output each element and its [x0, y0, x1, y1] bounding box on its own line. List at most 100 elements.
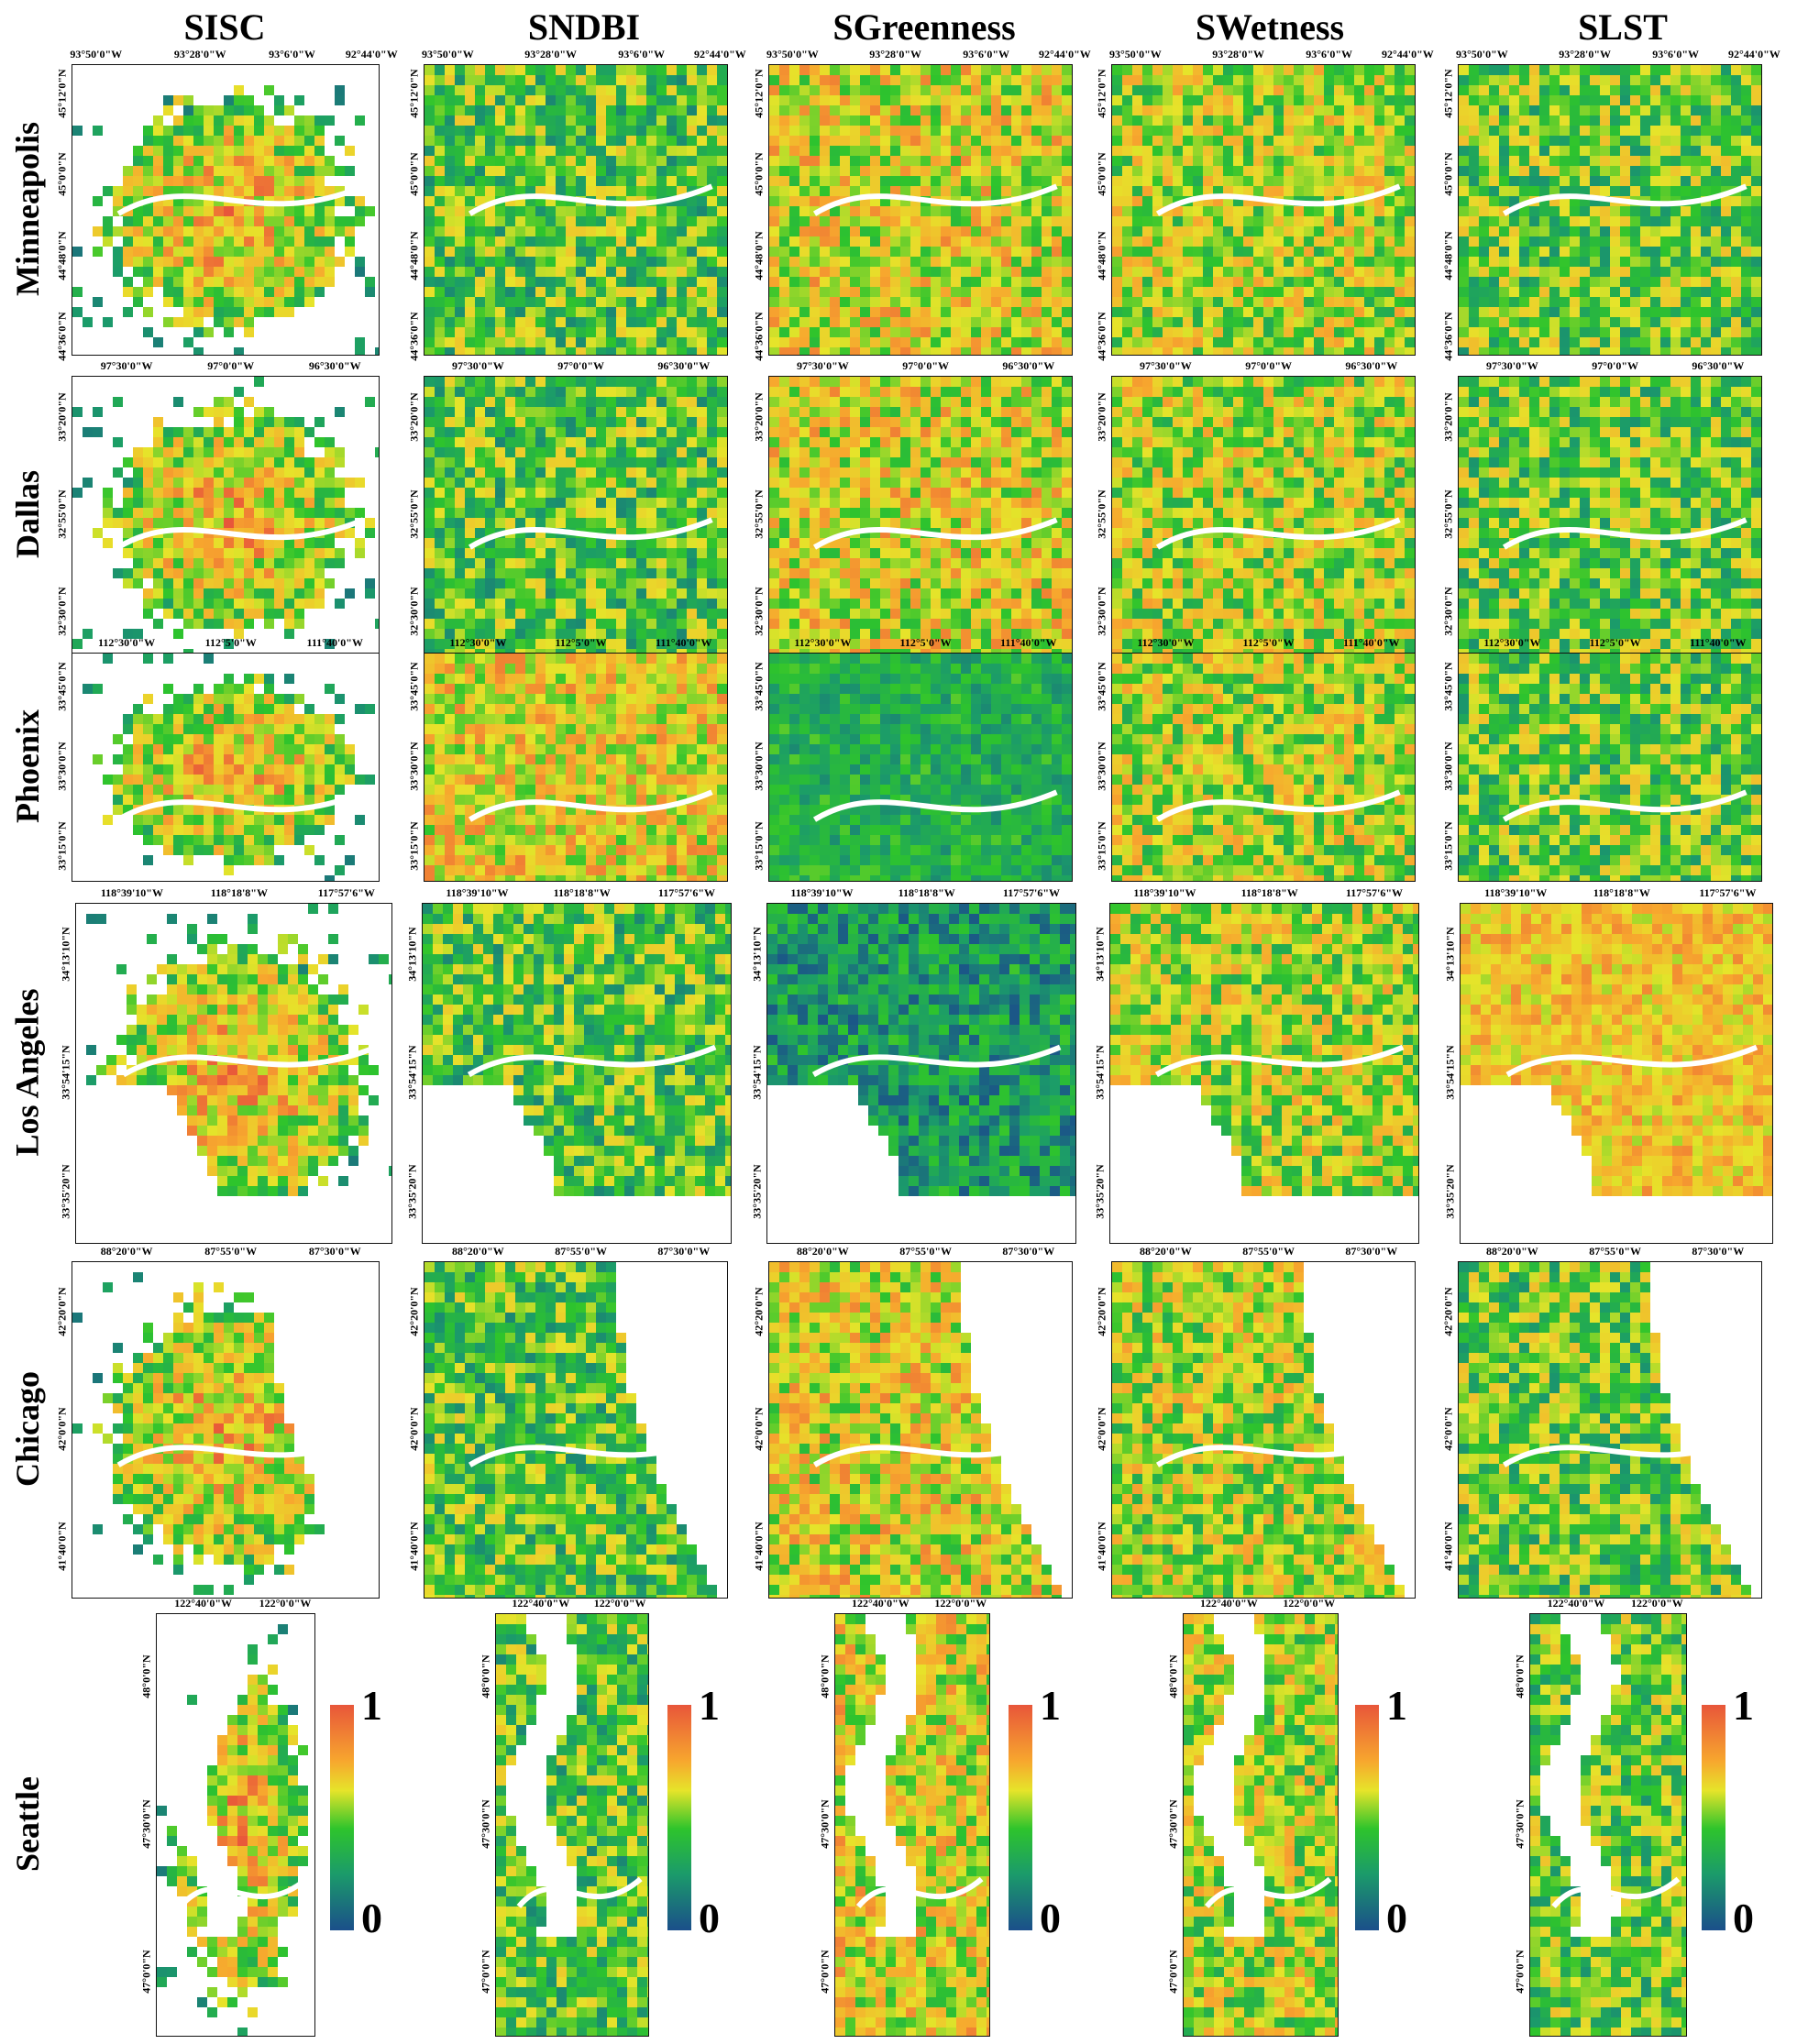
longitude-tick-label: 87°55'0"W	[555, 1245, 607, 1258]
raster-map	[72, 376, 380, 654]
raster-map	[424, 376, 728, 654]
legend-min-label: 0	[1040, 1894, 1061, 1942]
longitude-tick-label: 97°30'0"W	[797, 359, 849, 373]
latitude-tick-text: 34°13'10"N	[406, 927, 420, 981]
latitude-tick-text: 33°54'15"N	[406, 1045, 420, 1099]
map-panel-los-angeles-sisc: 118°39'10"W 118°18'8"W 117°57'6"W 34°13'10"…	[60, 886, 392, 1244]
raster-image	[1112, 65, 1415, 355]
map-panel-chicago-sgreenness: 88°20'0"W 87°55'0"W 87°30'0"W 42°20'0"N 42°0…	[753, 1245, 1073, 1599]
raster-image	[424, 1262, 717, 1598]
longitude-tick-label: 96°30'0"W	[309, 359, 361, 373]
raster-image	[424, 377, 727, 654]
longitude-tick-label: 96°30'0"W	[1345, 359, 1397, 373]
raster-map	[834, 1613, 990, 2037]
raster-map	[1111, 653, 1416, 882]
raster-map	[75, 903, 392, 1244]
raster-map	[768, 653, 1073, 882]
longitude-tick-label: 112°30'0"W	[1483, 636, 1540, 650]
river-line	[178, 1876, 309, 1908]
longitude-tick-label: 117°57'6"W	[658, 886, 715, 900]
river-line	[811, 1044, 1062, 1078]
longitude-tick-label: 88°20'0"W	[452, 1245, 504, 1258]
latitude-tick-text: 47°30'0"N	[1514, 1799, 1527, 1848]
latitude-tick-text: 44°36'0"N	[56, 312, 70, 360]
latitude-tick-text: 33°15'0"N	[1442, 821, 1456, 870]
latitude-tick-text: 33°35'20"N	[406, 1164, 420, 1218]
river-line	[1502, 1434, 1747, 1467]
latitude-tick-text: 33°15'0"N	[753, 821, 766, 870]
raster-map	[1109, 903, 1419, 1244]
raster-map	[156, 1613, 315, 2037]
longitude-tick-label: 118°18'8"W	[1241, 886, 1298, 900]
latitude-tick-text: 45°0'0"N	[1096, 152, 1109, 195]
longitude-tick-label: 122°0'0"W	[1631, 1597, 1683, 1610]
longitude-tick-label: 97°30'0"W	[101, 359, 153, 373]
river-line	[812, 1434, 1058, 1467]
longitude-tick-label: 97°0'0"W	[1245, 359, 1292, 373]
legend-min-label: 0	[361, 1894, 382, 1942]
latitude-tick-text: 44°48'0"N	[1096, 231, 1109, 280]
longitude-tick-label: 122°40'0"W	[174, 1597, 232, 1610]
longitude-tick-label: 93°6'0"W	[269, 48, 315, 61]
latitude-tick-text: 42°20'0"N	[56, 1287, 70, 1335]
latitude-tick-text: 41°40'0"N	[408, 1522, 422, 1570]
latitude-tick-text: 33°15'0"N	[1096, 821, 1109, 870]
latitude-tick-text: 47°30'0"N	[140, 1799, 154, 1848]
latitude-tick-text: 34°13'10"N	[751, 927, 765, 981]
longitude-tick-label: 87°30'0"W	[1345, 1245, 1397, 1258]
map-panel-dallas-sgreenness: 97°30'0"W 97°0'0"W 96°30'0"W 33°20'0"N 32°55…	[753, 359, 1073, 654]
latitude-tick-text: 44°48'0"N	[1442, 231, 1456, 280]
longitude-tick-label: 122°0'0"W	[259, 1597, 312, 1610]
latitude-tick-text: 33°30'0"N	[1096, 742, 1109, 790]
river-line	[467, 1044, 717, 1078]
latitude-tick-text: 47°0'0"N	[1514, 1950, 1527, 1993]
map-panel-los-angeles-sgreenness: 118°39'10"W 118°18'8"W 117°57'6"W 34°13'10"…	[751, 886, 1076, 1244]
map-panel-seattle-slst: 122°40'0"W 122°0'0"W 48°0'0"N 47°30'0"N 47°0…	[1514, 1597, 1687, 2037]
raster-map	[768, 1261, 1073, 1599]
longitude-tick-label: 112°30'0"W	[98, 636, 155, 650]
latitude-tick-text: 33°54'15"N	[1094, 1045, 1108, 1099]
longitude-tick-label: 117°57'6"W	[1346, 886, 1403, 900]
latitude-tick-text: 33°30'0"N	[753, 742, 766, 790]
latitude-tick-text: 45°0'0"N	[408, 152, 422, 195]
latitude-tick-text: 42°0'0"N	[753, 1407, 766, 1450]
longitude-tick-label: 122°0'0"W	[1283, 1597, 1335, 1610]
longitude-tick-label: 117°57'6"W	[318, 886, 375, 900]
map-panel-los-angeles-slst: 118°39'10"W 118°18'8"W 117°57'6"W 34°13'10"…	[1444, 886, 1773, 1244]
row-label-text: Phoenix	[8, 709, 47, 823]
latitude-tick-text: 47°30'0"N	[819, 1799, 832, 1848]
latitude-tick-text: 33°54'15"N	[751, 1045, 765, 1099]
latitude-tick-text: 48°0'0"N	[1514, 1654, 1527, 1698]
raster-map	[1111, 376, 1416, 654]
row-label-chicago: Chicago	[5, 1261, 50, 1597]
map-panel-seattle-sgreenness: 122°40'0"W 122°0'0"W 48°0'0"N 47°30'0"N 47°0…	[819, 1597, 990, 2037]
raster-image	[86, 904, 391, 1196]
longitude-tick-label: 87°55'0"W	[1589, 1245, 1641, 1258]
map-panel-minneapolis-slst: 93°50'0"W 93°28'0"W 93°6'0"W 92°44'0"W 45°12…	[1442, 48, 1780, 361]
latitude-tick-text: 45°0'0"N	[753, 152, 766, 195]
raster-image	[769, 1262, 1062, 1598]
raster-image	[1184, 1614, 1338, 2036]
raster-image	[769, 377, 1072, 654]
latitude-tick-text: 42°20'0"N	[408, 1287, 422, 1335]
latitude-tick-text: 33°20'0"N	[408, 393, 422, 442]
latitude-tick-text: 47°0'0"N	[480, 1950, 493, 1993]
raster-map	[1529, 1613, 1687, 2037]
column-header-sisc: SISC	[115, 5, 335, 51]
longitude-tick-label: 111°40'0"W	[1690, 636, 1746, 650]
longitude-tick-label: 87°55'0"W	[899, 1245, 952, 1258]
longitude-tick-label: 96°30'0"W	[1002, 359, 1054, 373]
latitude-tick-text: 45°0'0"N	[56, 152, 70, 195]
latitude-tick-text: 33°35'20"N	[60, 1164, 73, 1218]
longitude-tick-label: 87°30'0"W	[309, 1245, 361, 1258]
longitude-tick-label: 112°5'0"W	[1243, 636, 1295, 650]
longitude-tick-label: 112°5'0"W	[556, 636, 607, 650]
latitude-tick-text: 33°54'15"N	[60, 1045, 73, 1099]
longitude-tick-label: 97°0'0"W	[902, 359, 949, 373]
latitude-tick-text: 42°20'0"N	[1442, 1287, 1456, 1335]
latitude-tick-text: 45°12'0"N	[1096, 69, 1109, 117]
river-line	[468, 517, 713, 550]
river-line	[1502, 517, 1747, 550]
